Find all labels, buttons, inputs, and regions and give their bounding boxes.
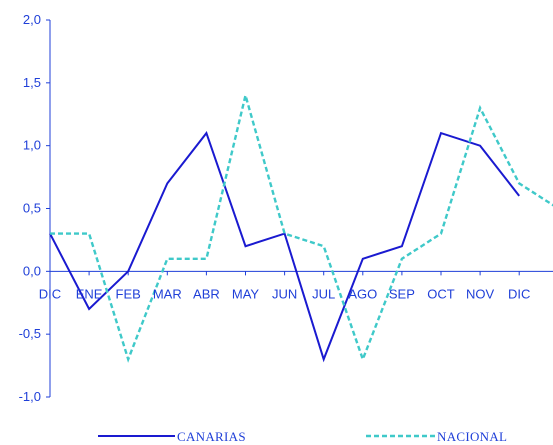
legend-label-canarias: CANARIAS [177,429,246,444]
x-tick-label: ENE [76,286,103,301]
x-tick-label: AGO [348,286,377,301]
chart-legend: CANARIAS NACIONAL [98,429,507,444]
legend-label-nacional: NACIONAL [437,429,507,444]
x-tick-label: OCT [427,286,455,301]
x-tick-label: ABR [193,286,220,301]
x-tick-label: JUN [272,286,297,301]
chart-series [49,90,553,363]
y-tick-label: 0,5 [23,201,41,216]
x-tick-label: JUL [312,286,335,301]
y-tick-label: -1,0 [19,389,41,404]
series-line-nacional [50,90,553,363]
x-tick-label: NOV [466,286,495,301]
y-tick-label: 0,0 [23,263,41,278]
x-tick-label: SEP [389,286,415,301]
x-tick-label: MAY [232,286,260,301]
chart-axes [46,19,553,398]
y-tick-label: 1,0 [23,138,41,153]
x-tick-label: DIC [39,286,61,301]
x-tick-label: MAR [153,286,182,301]
x-tick-label: FEB [116,286,141,301]
chart-tick-labels: 2,0 1,5 1,0 0,5 0,0 -0,5 -1,0 DIC ENE FEB MAR ABR MA… [19,12,531,404]
series-line-canarias [49,131,520,363]
y-tick-label: 2,0 [23,12,41,27]
y-tick-label: -0,5 [19,326,41,341]
x-tick-label: DIC [508,286,530,301]
y-tick-label: 1,5 [23,75,41,90]
